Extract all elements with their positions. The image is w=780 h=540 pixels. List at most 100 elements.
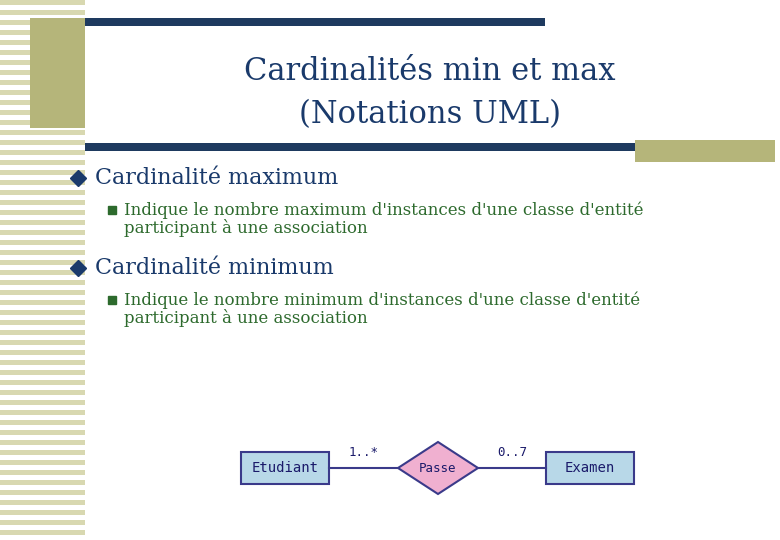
Text: Cardinalités min et max: Cardinalités min et max: [244, 57, 615, 87]
Bar: [0, 535, 85, 540]
Bar: [0, 225, 85, 230]
Polygon shape: [398, 442, 478, 494]
Bar: [0, 30, 85, 35]
Bar: [0, 325, 85, 330]
Bar: [0, 140, 85, 145]
Bar: [0, 210, 85, 215]
Bar: [0, 250, 85, 255]
Bar: [0, 285, 85, 290]
Bar: [241, 452, 329, 484]
Text: 0..7: 0..7: [497, 446, 527, 458]
Bar: [0, 25, 85, 30]
Bar: [0, 245, 85, 250]
Bar: [0, 235, 85, 240]
Bar: [0, 465, 85, 470]
Bar: [0, 365, 85, 370]
Bar: [0, 450, 85, 455]
Bar: [0, 445, 85, 450]
Bar: [0, 260, 85, 265]
Bar: [0, 5, 85, 10]
Bar: [0, 295, 85, 300]
Bar: [0, 35, 85, 40]
Bar: [0, 460, 85, 465]
Bar: [0, 165, 85, 170]
Bar: [0, 525, 85, 530]
Bar: [0, 340, 85, 345]
Bar: [0, 10, 85, 15]
Bar: [0, 60, 85, 65]
Bar: [0, 310, 85, 315]
Bar: [0, 80, 85, 85]
Bar: [0, 440, 85, 445]
Text: Indique le nombre minimum d'instances d'une classe d'entité: Indique le nombre minimum d'instances d'…: [124, 291, 640, 309]
Bar: [0, 530, 85, 535]
Bar: [0, 410, 85, 415]
Bar: [0, 480, 85, 485]
Bar: [0, 280, 85, 285]
Bar: [0, 50, 85, 55]
Text: Cardinalité minimum: Cardinalité minimum: [95, 257, 334, 279]
Bar: [0, 15, 85, 20]
Bar: [0, 500, 85, 505]
Bar: [0, 120, 85, 125]
Bar: [0, 255, 85, 260]
Bar: [0, 510, 85, 515]
Text: 1..*: 1..*: [349, 446, 378, 458]
Bar: [0, 115, 85, 120]
Bar: [0, 215, 85, 220]
Bar: [0, 170, 85, 175]
Bar: [0, 385, 85, 390]
Text: Passe: Passe: [420, 462, 457, 475]
Bar: [0, 0, 85, 5]
Bar: [0, 515, 85, 520]
Bar: [0, 270, 85, 275]
Bar: [0, 155, 85, 160]
Bar: [0, 65, 85, 70]
Bar: [0, 380, 85, 385]
Bar: [0, 40, 85, 45]
Bar: [0, 315, 85, 320]
Text: Examen: Examen: [565, 461, 615, 475]
Bar: [0, 145, 85, 150]
Bar: [0, 20, 85, 25]
Bar: [0, 350, 85, 355]
Text: participant à une association: participant à une association: [124, 219, 367, 237]
Bar: [0, 185, 85, 190]
Bar: [0, 205, 85, 210]
Bar: [0, 240, 85, 245]
Text: (Notations UML): (Notations UML): [299, 99, 561, 131]
Text: Indique le nombre maximum d'instances d'une classe d'entité: Indique le nombre maximum d'instances d'…: [124, 201, 643, 219]
Bar: [0, 130, 85, 135]
Bar: [0, 110, 85, 115]
Bar: [0, 395, 85, 400]
Bar: [0, 150, 85, 155]
Bar: [0, 505, 85, 510]
Text: participant à une association: participant à une association: [124, 309, 367, 327]
Bar: [0, 275, 85, 280]
Bar: [0, 335, 85, 340]
Bar: [0, 85, 85, 90]
Bar: [0, 305, 85, 310]
Bar: [0, 55, 85, 60]
Bar: [0, 190, 85, 195]
Bar: [0, 475, 85, 480]
Bar: [0, 95, 85, 100]
Bar: [0, 370, 85, 375]
Bar: [0, 485, 85, 490]
Bar: [0, 45, 85, 50]
Bar: [0, 320, 85, 325]
Bar: [0, 430, 85, 435]
Bar: [0, 175, 85, 180]
Bar: [0, 160, 85, 165]
Bar: [0, 105, 85, 110]
Bar: [0, 495, 85, 500]
Bar: [0, 180, 85, 185]
Text: Cardinalité maximum: Cardinalité maximum: [95, 167, 339, 189]
Bar: [0, 520, 85, 525]
Bar: [0, 455, 85, 460]
Bar: [0, 330, 85, 335]
Bar: [546, 452, 634, 484]
Bar: [0, 470, 85, 475]
Bar: [0, 70, 85, 75]
Bar: [30, 18, 85, 128]
